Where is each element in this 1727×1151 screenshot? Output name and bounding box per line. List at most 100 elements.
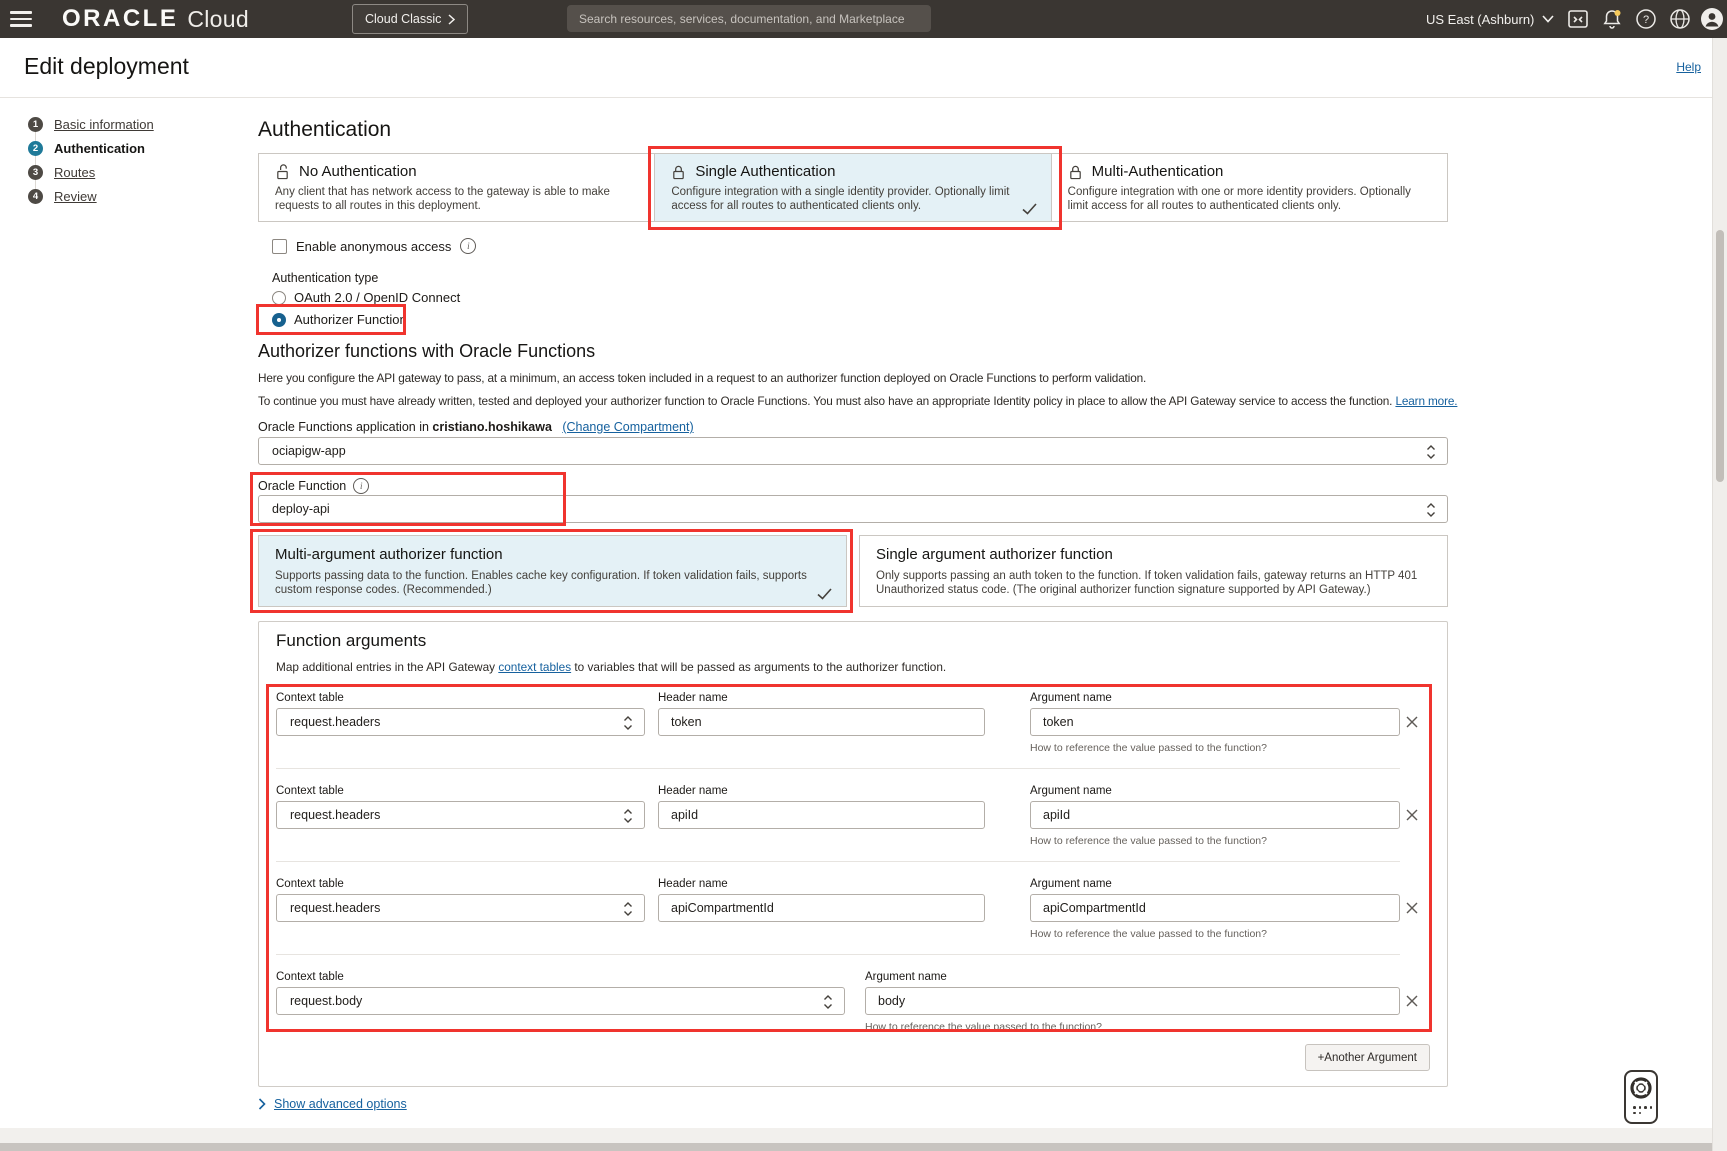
region-selector[interactable]: US East (Ashburn)	[1426, 0, 1554, 38]
cloud-classic-label: Cloud Classic	[365, 12, 442, 26]
enable-anonymous-checkbox[interactable]	[272, 238, 287, 254]
select-value: deploy-api	[272, 502, 330, 516]
context-table-label: Context table	[276, 971, 344, 983]
context-table-select[interactable]: request.headers	[276, 801, 645, 829]
capture-widget[interactable]	[1624, 1070, 1658, 1124]
step-label: Authentication	[54, 140, 145, 156]
header-name-input[interactable]	[658, 801, 985, 829]
show-advanced-options-row[interactable]: Show advanced options	[258, 1097, 407, 1111]
language-globe-icon[interactable]	[1668, 7, 1692, 31]
card-single-argument[interactable]: Single argument authorizer function Only…	[859, 535, 1448, 607]
card-title: Single argument authorizer function	[876, 546, 1113, 563]
context-table-select[interactable]: request.headers	[276, 894, 645, 922]
header-name-input[interactable]	[658, 894, 985, 922]
user-avatar-icon[interactable]	[1700, 7, 1724, 31]
authorizer-section-title: Authorizer functions with Oracle Functio…	[258, 341, 596, 361]
remove-argument-icon[interactable]	[1404, 993, 1420, 1009]
remove-argument-icon[interactable]	[1404, 714, 1420, 730]
vertical-scrollbar-track[interactable]	[1712, 38, 1727, 1151]
function-arguments-title: Function arguments	[276, 631, 427, 650]
argument-name-input[interactable]	[1030, 894, 1400, 922]
page-header: Edit deployment Help	[0, 38, 1727, 98]
search-input[interactable]	[567, 5, 931, 32]
label-prefix: Oracle Functions application in	[258, 420, 429, 434]
select-updown-icon	[624, 902, 632, 916]
footer-background	[0, 1128, 1727, 1143]
notifications-bell-icon[interactable]	[1600, 7, 1624, 31]
help-icon[interactable]: ?	[1634, 7, 1658, 31]
context-table-select[interactable]: request.body	[276, 987, 845, 1015]
select-updown-icon	[1427, 445, 1435, 459]
section-title-authentication: Authentication	[258, 118, 392, 141]
step-number-badge: 1	[28, 116, 43, 132]
card-title: Multi-argument authorizer function	[275, 546, 503, 563]
info-icon[interactable]: i	[353, 478, 370, 494]
oracle-function-label-row: Oracle Function i	[258, 478, 370, 494]
change-compartment-link[interactable]: (Change Compartment)	[562, 420, 694, 434]
header-name-label: Header name	[658, 692, 728, 704]
argument-name-label: Argument name	[1030, 878, 1112, 890]
horizontal-scrollbar-track[interactable]	[0, 1143, 1727, 1151]
card-multi-authentication[interactable]: Multi-Authentication Configure integrati…	[1051, 153, 1448, 222]
context-table-label: Context table	[276, 692, 344, 704]
step-label[interactable]: Basic information	[54, 116, 154, 132]
header-name-input[interactable]	[658, 708, 985, 736]
context-table-label: Context table	[276, 878, 344, 890]
radio-oauth-openid[interactable]: OAuth 2.0 / OpenID Connect	[272, 290, 460, 305]
argument-help-text: How to reference the value passed to the…	[1030, 742, 1267, 754]
learn-more-link[interactable]: Learn more.	[1395, 394, 1458, 408]
select-value: request.headers	[290, 901, 381, 915]
compartment-name: cristiano.hoshikawa	[432, 420, 552, 434]
context-table-select[interactable]: request.headers	[276, 708, 645, 736]
functions-application-select[interactable]: ociapigw-app	[258, 437, 1448, 465]
step-label[interactable]: Routes	[54, 164, 96, 180]
stepper-item-basic-information[interactable]: 1 Basic information	[28, 112, 243, 136]
oracle-function-select[interactable]: deploy-api	[258, 495, 1448, 523]
notification-dot	[1614, 10, 1621, 16]
row-divider	[276, 768, 1400, 769]
selected-check-icon	[817, 588, 832, 600]
show-advanced-options-link[interactable]: Show advanced options	[274, 1097, 407, 1111]
page-title: Edit deployment	[24, 53, 189, 79]
help-link[interactable]: Help	[1676, 60, 1701, 74]
desc-prefix: Map additional entries in the API Gatewa…	[276, 660, 499, 674]
card-title: Multi-Authentication	[1091, 163, 1224, 180]
info-icon[interactable]: i	[460, 238, 477, 254]
authorizer-style-cards: Multi-argument authorizer function Suppo…	[258, 535, 1448, 607]
stepper-item-review[interactable]: 4 Review	[28, 184, 243, 208]
row-divider	[276, 954, 1400, 955]
card-multi-argument[interactable]: Multi-argument authorizer function Suppo…	[258, 535, 847, 607]
oracle-function-label: Oracle Function	[258, 479, 347, 493]
chevron-right-icon	[258, 1098, 266, 1110]
radio-icon-selected[interactable]	[272, 312, 286, 327]
anonymous-access-label: Enable anonymous access	[296, 238, 452, 254]
card-no-authentication[interactable]: No Authentication Any client that has ne…	[258, 153, 656, 222]
context-tables-link[interactable]: context tables	[498, 660, 572, 674]
lifebuoy-record-icon	[1630, 1077, 1652, 1099]
remove-argument-icon[interactable]	[1404, 807, 1420, 823]
radio-icon[interactable]	[272, 290, 286, 305]
stepper-item-authentication[interactable]: 2 Authentication	[28, 136, 243, 160]
argument-name-input[interactable]	[865, 987, 1400, 1015]
argument-name-input[interactable]	[1030, 708, 1400, 736]
function-arguments-card	[258, 621, 1448, 1087]
remove-argument-icon[interactable]	[1404, 900, 1420, 916]
stepper-item-routes[interactable]: 3 Routes	[28, 160, 243, 184]
card-single-authentication[interactable]: Single Authentication Configure integrat…	[655, 153, 1052, 222]
select-updown-icon	[624, 716, 632, 730]
paragraph-text: To continue you must have already writte…	[258, 394, 1396, 408]
argument-name-input[interactable]	[1030, 801, 1400, 829]
context-table-label: Context table	[276, 785, 344, 797]
another-argument-button[interactable]: +Another Argument	[1304, 1044, 1430, 1071]
oracle-cloud-logo[interactable]: ORACLE Cloud	[62, 2, 249, 36]
select-updown-icon	[1427, 503, 1435, 517]
vertical-scrollbar-thumb[interactable]	[1716, 230, 1724, 482]
step-label[interactable]: Review	[54, 188, 97, 204]
cloud-classic-button[interactable]: Cloud Classic	[352, 4, 469, 34]
cloud-shell-icon[interactable]	[1566, 7, 1590, 31]
radio-authorizer-function[interactable]: Authorizer Function	[272, 312, 407, 327]
select-updown-icon	[824, 995, 832, 1009]
hamburger-menu-icon[interactable]	[10, 11, 32, 27]
step-number-badge: 3	[28, 164, 43, 180]
